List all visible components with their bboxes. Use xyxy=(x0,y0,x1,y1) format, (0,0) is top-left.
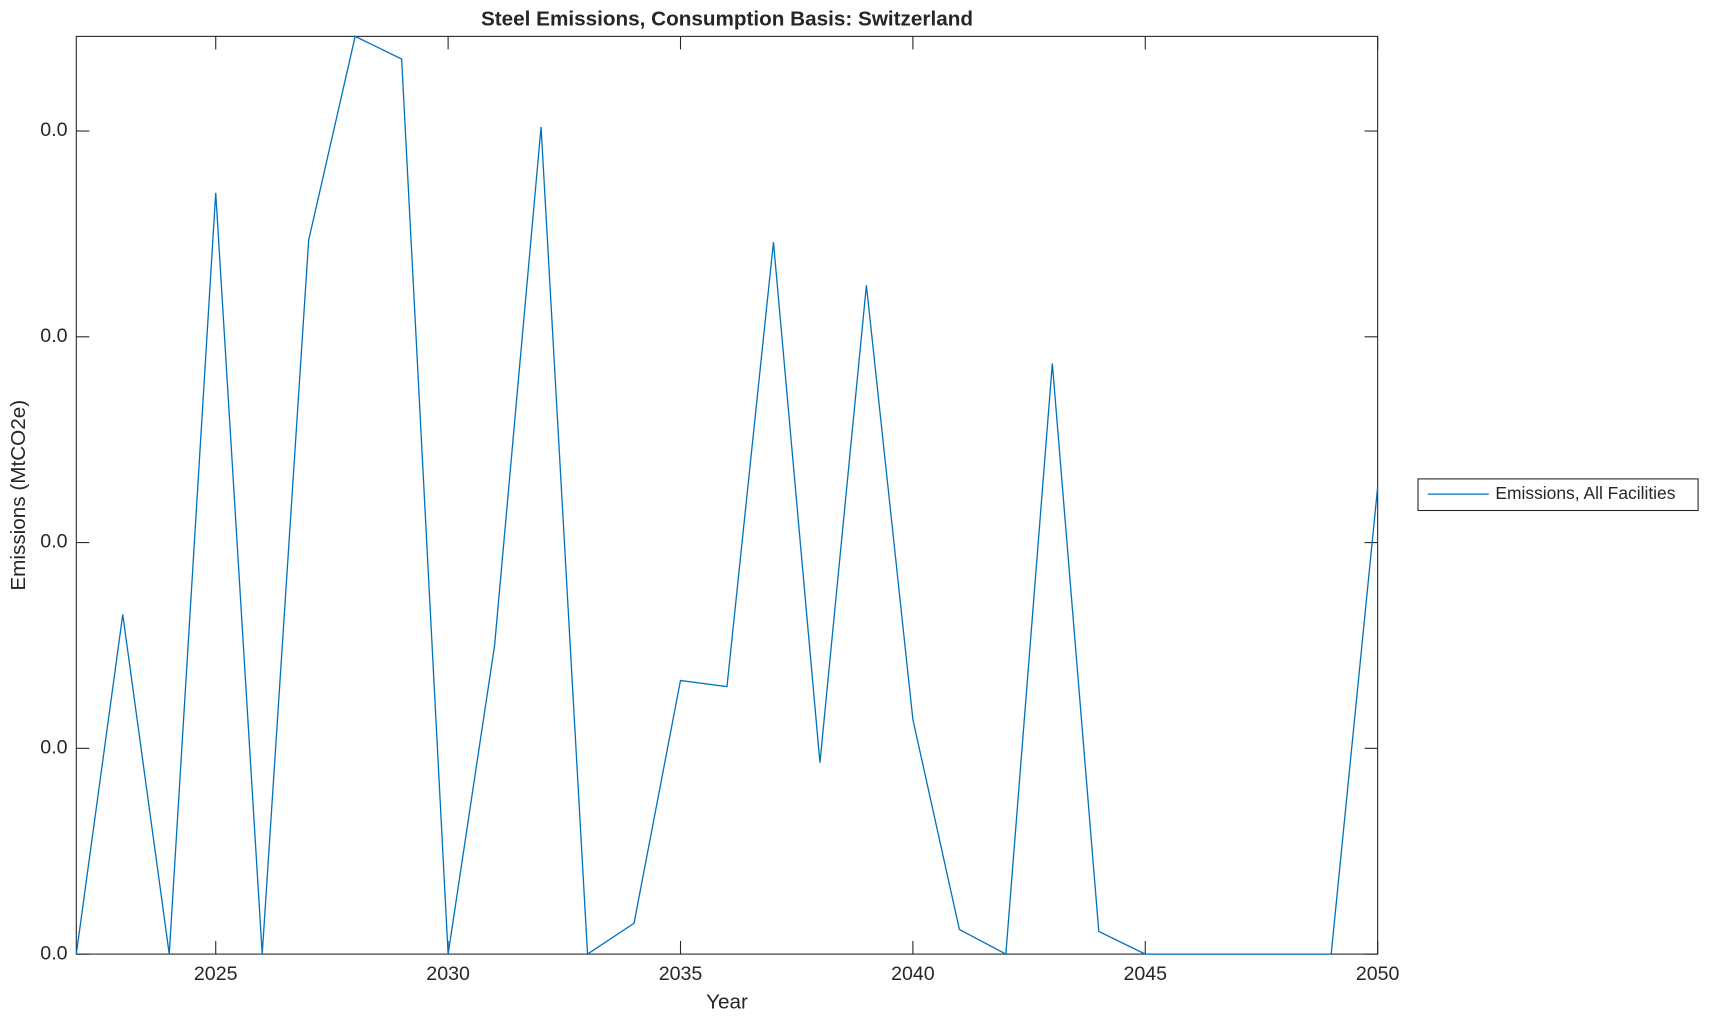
x-tick-label: 2045 xyxy=(1123,963,1167,985)
y-tick-label: 0.0 xyxy=(40,325,67,347)
x-tick-label: 2050 xyxy=(1356,963,1400,985)
legend-box xyxy=(1417,478,1699,512)
x-tick-label: 2030 xyxy=(426,963,470,985)
chart-title: Steel Emissions, Consumption Basis: Swit… xyxy=(481,8,973,31)
y-tick-label: 0.0 xyxy=(40,737,67,759)
x-tick-label: 2025 xyxy=(194,963,238,985)
y-tick-label: 0.0 xyxy=(40,119,67,141)
data-line xyxy=(75,35,1379,956)
x-axis-label: Year xyxy=(706,991,748,1014)
legend-label: Emissions, All Facilities xyxy=(1495,483,1675,503)
plot-frame xyxy=(75,35,1379,955)
y-tick-label: 0.0 xyxy=(40,531,67,553)
x-tick-label: 2040 xyxy=(891,963,935,985)
y-tick-label: 0.0 xyxy=(40,942,67,964)
x-tick-label: 2035 xyxy=(659,963,703,985)
y-axis-label: Emissions (MtCO2e) xyxy=(7,400,30,591)
